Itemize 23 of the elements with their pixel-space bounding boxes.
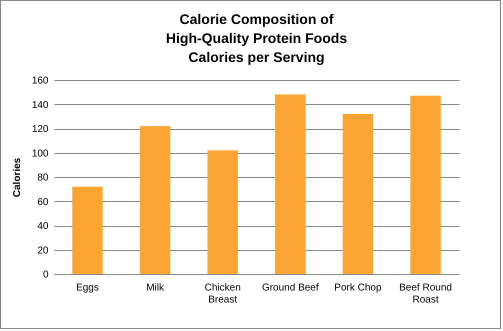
chart-title: Calorie Composition of High-Quality Protein Foods Calories per Serving: [166, 11, 348, 65]
y-axis-title: Calories: [12, 157, 23, 198]
bar: [72, 186, 103, 274]
x-tick-label: Eggs: [76, 282, 99, 294]
y-tick-label: 100: [32, 148, 49, 160]
y-tick-label: 160: [32, 76, 49, 86]
x-tick-label: Pork Chop: [334, 282, 382, 294]
bar: [275, 94, 306, 274]
y-tick-label: 0: [42, 270, 49, 280]
y-tick-label: 40: [37, 221, 49, 232]
bar: [342, 114, 374, 274]
bar: [140, 126, 170, 274]
bar: [410, 96, 441, 274]
x-tick-label: Milk: [146, 282, 165, 294]
y-tick-label: 20: [37, 245, 49, 256]
bar: [207, 150, 238, 274]
y-tick-label: 60: [37, 196, 49, 208]
x-tick-label: Chicken Breast: [204, 282, 241, 306]
y-tick-label: 140: [32, 100, 49, 111]
x-tick-label: Ground Beef: [262, 282, 319, 294]
y-tick-label: 80: [37, 172, 49, 184]
y-tick-label: 120: [32, 124, 49, 135]
x-tick-label: Beef Round Roast: [399, 282, 452, 306]
